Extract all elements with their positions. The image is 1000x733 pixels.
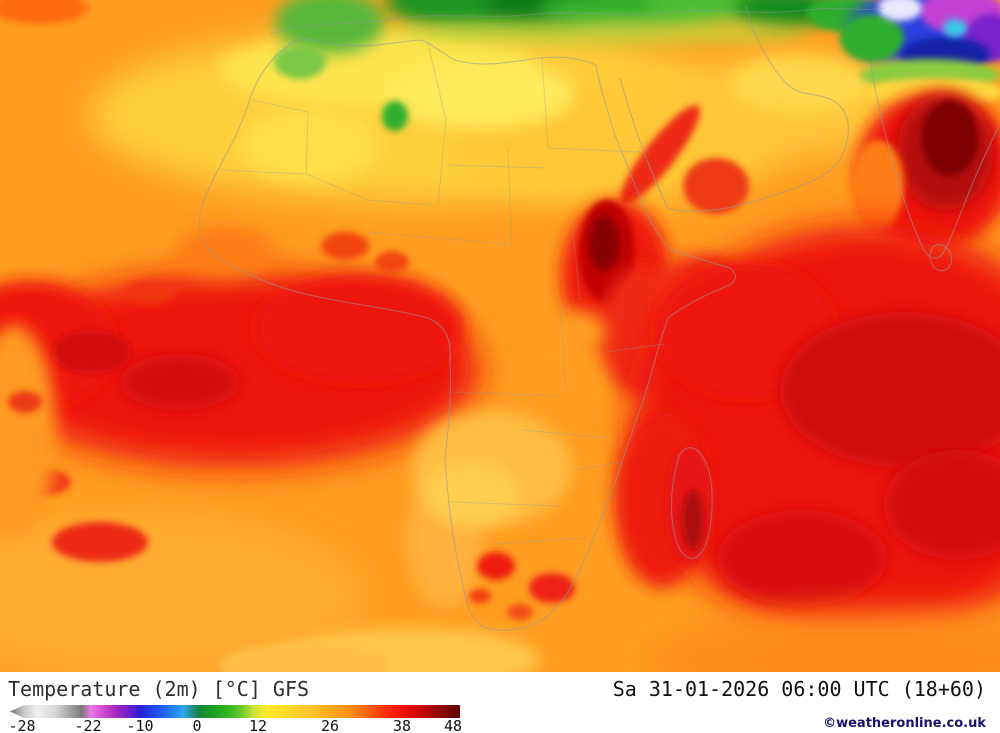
warm-yellow-band: [90, 27, 905, 203]
africa-coastline: [198, 37, 736, 631]
southern-africa-region: [0, 325, 713, 672]
map-title: Temperature (2m) [°C] GFS: [8, 677, 310, 701]
sri-lanka-coastline: [929, 244, 952, 272]
tick-label: -22: [74, 717, 102, 733]
cool-green-band: [274, 0, 883, 131]
arabia-coastline: [619, 5, 849, 212]
coastline-borders: [198, 5, 999, 631]
copyright-link[interactable]: ©weatheronline.co.uk: [823, 716, 986, 731]
tick-label: -10: [126, 717, 154, 733]
madagascar-coastline: [670, 447, 713, 559]
europe-coastline: [269, 7, 886, 35]
temperature-field-canvas: [0, 0, 1000, 672]
tick-label: 48: [443, 717, 463, 733]
map-footer: Temperature (2m) [°C] GFS Sa 31-01-2026 …: [0, 672, 1000, 733]
temperature-map: [0, 0, 1000, 672]
tick-label: -28: [8, 717, 36, 733]
tick-label: 26: [320, 717, 340, 733]
cold-region: [840, 0, 1000, 106]
india-hot-region: [852, 92, 1000, 270]
map-datetime: Sa 31-01-2026 06:00 UTC (18+60): [612, 677, 986, 701]
indian-ocean-hot-region: [614, 225, 1000, 672]
country-borders: [219, 43, 665, 545]
temperature-colorbar: [10, 705, 460, 718]
tick-label: 38: [392, 717, 412, 733]
tick-label: 0: [192, 717, 202, 733]
india-coastline: [869, 61, 999, 259]
tick-label: 12: [248, 717, 268, 733]
